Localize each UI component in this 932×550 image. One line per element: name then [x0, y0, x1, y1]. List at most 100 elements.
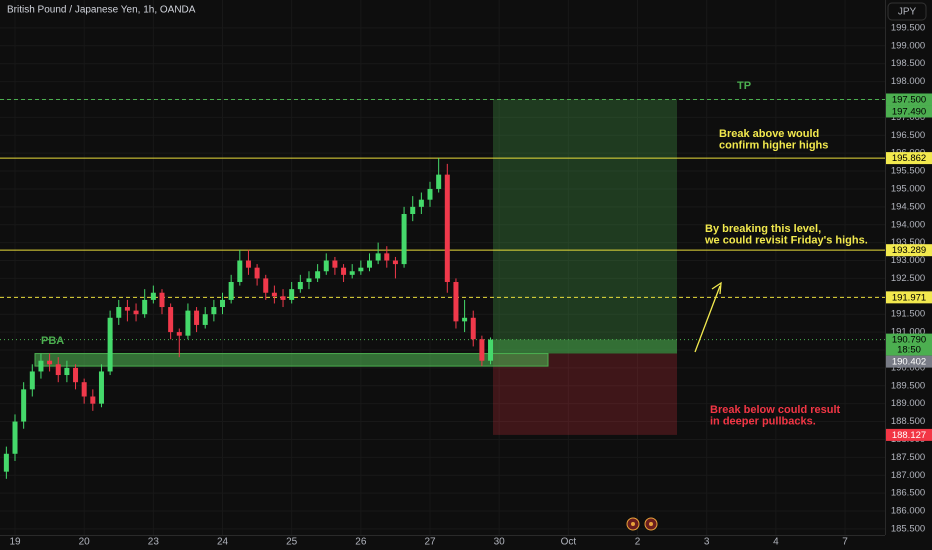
y-tick-label: 193.000	[891, 255, 925, 266]
candle-body	[245, 260, 251, 268]
x-tick-label: 3	[704, 537, 710, 548]
currency-button[interactable]	[887, 2, 927, 21]
x-tick-label: Oct	[561, 537, 577, 548]
candle-body	[116, 307, 122, 318]
y-tick-label: 189.000	[891, 398, 925, 409]
candle-body	[90, 396, 96, 404]
price-badge-label: 190.402	[892, 357, 926, 368]
event-icon-dot	[631, 522, 635, 526]
candle-body	[159, 292, 165, 308]
y-tick-label: 192.500	[891, 273, 925, 284]
candle-body	[427, 188, 433, 200]
y-tick-label: 186.500	[891, 488, 925, 499]
y-tick-label: 195.000	[891, 183, 925, 194]
candle-body	[211, 307, 217, 315]
y-tick-label: 194.500	[891, 201, 925, 212]
y-tick-label: 198.500	[891, 58, 925, 69]
candle-body	[194, 310, 200, 325]
candle-body	[107, 317, 113, 372]
annotation: we could revisit Friday's highs.	[704, 234, 868, 246]
candle-body	[150, 292, 156, 300]
candle-body	[47, 360, 53, 365]
candle-body	[462, 317, 468, 322]
price-badge	[886, 291, 932, 304]
y-tick-label: 193.500	[891, 237, 925, 248]
price-badge	[886, 152, 932, 165]
candle-body	[271, 292, 277, 297]
candle-body	[470, 317, 476, 340]
price-badge-label: 188.127	[892, 430, 926, 441]
y-tick-label: 199.000	[891, 40, 925, 51]
candle-body	[349, 271, 355, 275]
candle-body	[375, 253, 381, 261]
y-tick-label: 191.000	[891, 327, 925, 338]
candle-body	[392, 260, 398, 265]
y-tick-label: 196.500	[891, 130, 925, 141]
candle-body	[220, 299, 226, 308]
candle-body	[366, 260, 372, 268]
candle-body	[306, 278, 312, 282]
x-tick-label: 20	[79, 537, 91, 548]
x-tick-label: 2	[635, 537, 641, 548]
annotation: Break above would	[719, 128, 819, 140]
annotation: TP	[737, 80, 751, 92]
candle-body	[263, 278, 269, 293]
candle-body	[297, 281, 303, 290]
y-tick-label: 187.500	[891, 452, 925, 463]
candle-body	[176, 332, 182, 336]
drawings	[34, 99, 677, 435]
candle-body	[185, 310, 191, 336]
x-tick-label: 23	[148, 537, 160, 548]
x-tick-label: 26	[355, 537, 367, 548]
price-badge-label: 197.490	[892, 107, 926, 118]
zone-label: PBA	[41, 335, 64, 347]
price-badge-label: 190.790	[892, 335, 926, 346]
x-tick-label: 7	[842, 537, 848, 548]
candle-body	[453, 281, 459, 322]
price-badge	[886, 428, 932, 441]
y-tick-label: 188.500	[891, 416, 925, 427]
annotation: Break below could result	[710, 404, 841, 416]
candle-body	[73, 367, 79, 383]
candle-body	[332, 260, 338, 268]
y-tick-label: 199.500	[891, 22, 925, 33]
candle-body	[21, 389, 27, 422]
y-tick-label: 194.000	[891, 219, 925, 230]
candle-body	[401, 214, 407, 265]
chart-title: British Pound / Japanese Yen, 1h, OANDA	[7, 5, 196, 16]
price-badge	[886, 355, 932, 368]
currency[interactable]: JPY	[898, 7, 917, 18]
candle-body	[280, 296, 286, 300]
arrow	[694, 285, 721, 353]
y-tick-label: 198.000	[891, 76, 925, 87]
open-pnl	[493, 339, 677, 354]
annotation: confirm higher highs	[719, 139, 828, 151]
price-badge-label: 195.862	[892, 153, 926, 164]
candle-body	[142, 299, 148, 315]
candle-body	[228, 281, 234, 300]
y-tick-label: 195.500	[891, 166, 925, 177]
price-badge	[886, 333, 932, 356]
candle-body	[254, 267, 260, 279]
x-tick-label: 27	[424, 537, 436, 548]
x-tick-label: 30	[494, 537, 506, 548]
candle-body	[81, 382, 87, 397]
y-tick-label: 187.000	[891, 470, 925, 481]
candle-body	[289, 289, 295, 300]
candles	[3, 158, 494, 479]
candle-body	[436, 174, 442, 189]
stop-zone	[493, 353, 677, 435]
candle-body	[133, 310, 139, 315]
candle-body	[444, 174, 450, 282]
candle-body	[358, 267, 364, 272]
price-badge-label: 197.500	[892, 95, 926, 106]
y-tick-label: 190.000	[891, 362, 925, 373]
candle-body	[168, 307, 174, 333]
candle-body	[98, 371, 104, 404]
y-tick-label: 186.000	[891, 506, 925, 517]
y-tick-label: 185.500	[891, 523, 925, 534]
candle-body	[479, 339, 485, 361]
